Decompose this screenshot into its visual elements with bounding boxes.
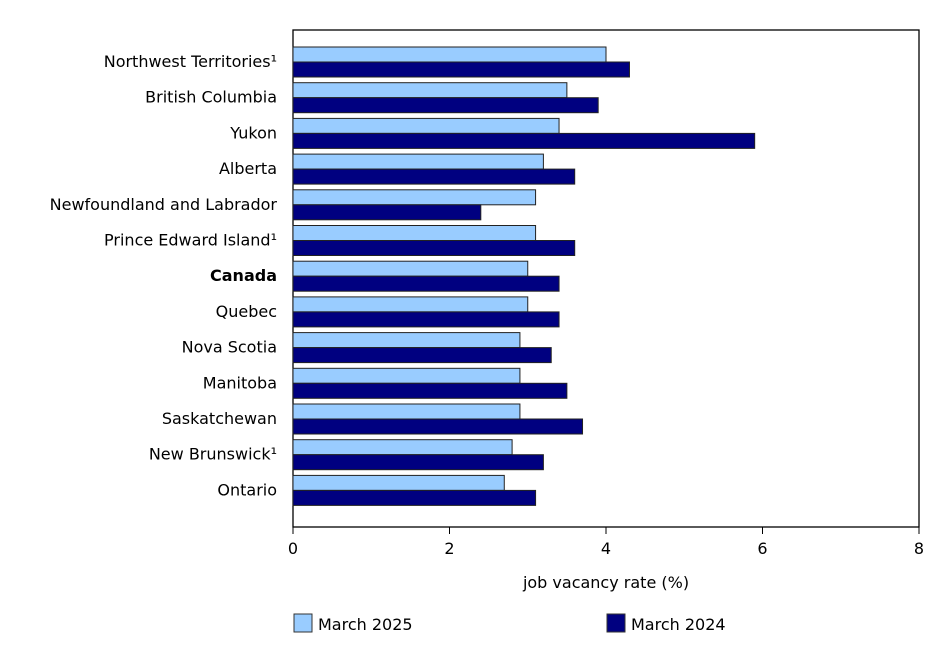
legend: March 2025 March 2024 [293, 613, 726, 634]
bar-march-2025 [292, 260, 529, 277]
bar-march-2024 [292, 97, 599, 114]
category-label: Northwest Territories¹ [104, 52, 277, 71]
category-label: Saskatchewan [162, 409, 277, 428]
category-label: Nova Scotia [182, 338, 277, 357]
bar-march-2024 [292, 418, 584, 435]
bar-march-2025 [292, 474, 505, 491]
x-axis-label: job vacancy rate (%) [522, 573, 689, 592]
x-tick-label: 2 [444, 539, 454, 558]
bar-march-2024 [292, 168, 576, 185]
category-label: Yukon [229, 123, 277, 142]
x-tick-label: 8 [914, 539, 924, 558]
bar-march-2025 [292, 117, 560, 134]
bar-march-2024 [292, 311, 560, 328]
category-label: Canada [210, 266, 277, 285]
bar-march-2025 [292, 46, 607, 63]
bar-march-2024 [292, 132, 756, 149]
bar-march-2024 [292, 61, 630, 78]
category-label: Prince Edward Island¹ [104, 231, 277, 250]
category-label: Newfoundland and Labrador [50, 195, 278, 214]
bar-march-2025 [292, 403, 521, 420]
bar-march-2025 [292, 439, 513, 456]
category-label: Manitoba [203, 373, 277, 392]
category-label: Ontario [217, 480, 277, 499]
bar-march-2025 [292, 82, 568, 99]
bar-march-2024 [292, 454, 544, 471]
bar-march-2024 [292, 489, 537, 506]
x-tick-label: 0 [288, 539, 298, 558]
legend-label-march-2024: March 2024 [631, 615, 726, 634]
category-label: Quebec [216, 302, 277, 321]
bar-march-2025 [292, 189, 537, 206]
bar-march-2025 [292, 332, 521, 349]
legend-label-march-2025: March 2025 [318, 615, 413, 634]
bar-march-2024 [292, 347, 552, 364]
bar-march-2024 [292, 240, 576, 256]
category-label: British Columbia [145, 88, 277, 107]
bar-march-2024 [292, 382, 568, 399]
x-tick-label: 4 [601, 539, 611, 558]
bar-march-2025 [292, 225, 537, 241]
bar-march-2025 [292, 296, 529, 313]
category-label: Alberta [219, 159, 277, 178]
category-label: New Brunswick¹ [149, 445, 277, 464]
bar-march-2025 [292, 153, 544, 170]
bar-march-2024 [292, 275, 560, 292]
legend-swatch-march-2024 [606, 613, 626, 633]
legend-swatch-march-2025 [293, 613, 313, 633]
bar-march-2025 [292, 367, 521, 384]
x-tick-label: 6 [757, 539, 767, 558]
bar-march-2024 [292, 204, 482, 221]
